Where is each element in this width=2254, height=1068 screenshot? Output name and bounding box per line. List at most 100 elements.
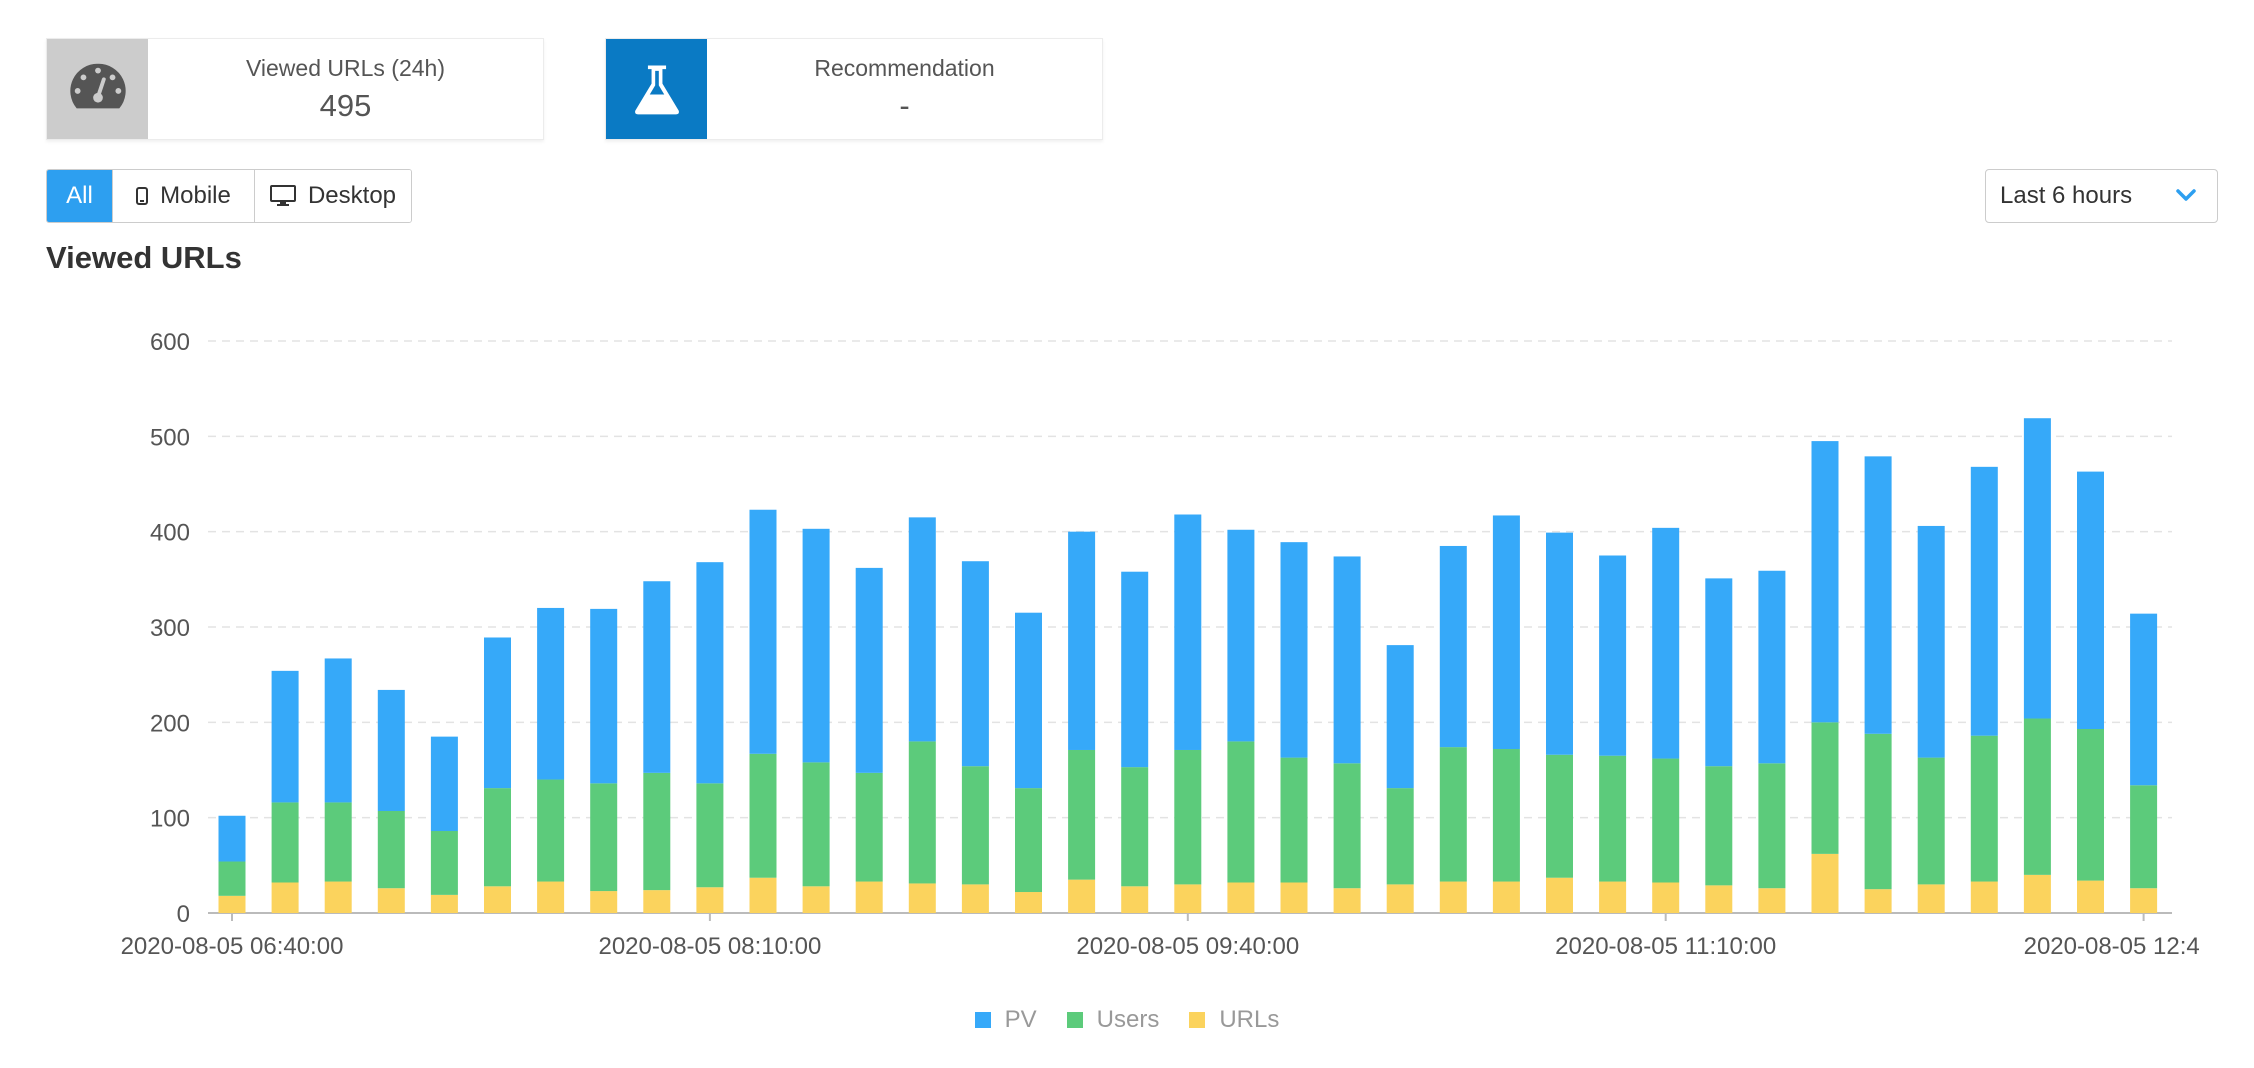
bar-pv (2077, 471, 2104, 730)
mobile-icon (136, 187, 149, 205)
bar-users (1705, 766, 1733, 886)
section-title: Viewed URLs (46, 240, 242, 275)
filter-mobile-button[interactable]: Mobile (112, 170, 254, 222)
bar-urls (271, 882, 299, 913)
legend-item-pv[interactable]: PV (974, 1006, 1037, 1034)
bar-users (1811, 722, 1839, 854)
bar-urls (1758, 888, 1786, 913)
bar-urls (2023, 874, 2051, 913)
bar-pv (1970, 466, 1998, 736)
bar-users (484, 788, 511, 887)
card-value: 495 (319, 87, 372, 123)
bar-users (696, 783, 724, 888)
bar-urls (855, 881, 883, 913)
bar-urls (1121, 886, 1149, 913)
bar-urls (1917, 884, 1945, 913)
bar-users (537, 779, 565, 882)
legend-label: PV (1004, 1006, 1037, 1033)
bar-pv (324, 658, 352, 803)
bar-users (2077, 729, 2104, 881)
bar-pv (749, 509, 777, 754)
y-tick-label: 600 (150, 329, 190, 356)
bar-urls (696, 887, 724, 913)
bar-pv (430, 736, 458, 832)
legend-item-users[interactable]: Users (1066, 1006, 1160, 1034)
bar-users (1174, 749, 1202, 885)
bar-pv (1280, 542, 1308, 758)
x-tick-label: 2020-08-05 09:40:00 (1076, 933, 1299, 960)
desktop-icon (269, 185, 296, 206)
bar-users (218, 861, 246, 896)
device-filter: All Mobile Desktop (46, 169, 412, 223)
bar-users (590, 783, 618, 892)
y-tick-label: 0 (177, 901, 190, 928)
bar-urls (1174, 884, 1202, 913)
bar-urls (1970, 881, 1998, 913)
bar-urls (643, 890, 671, 913)
bar-users (2130, 785, 2158, 889)
legend-label: Users (1096, 1006, 1160, 1033)
bar-users (961, 766, 989, 885)
time-range-value: Last 6 hours (2000, 182, 2133, 209)
bar-pv (1758, 570, 1786, 764)
bar-pv (1599, 555, 1627, 756)
bar-users (1917, 757, 1945, 885)
card-title: Viewed URLs (24h) (245, 54, 445, 81)
bar-users (802, 762, 830, 887)
bar-users (1492, 749, 1520, 882)
bar-pv (1174, 514, 1202, 750)
viewed-urls-card: Viewed URLs (24h) 495 (46, 38, 544, 140)
bar-urls (1280, 882, 1308, 913)
bar-users (1068, 749, 1096, 880)
bar-pv (1864, 456, 1892, 734)
bar-users (1121, 767, 1149, 887)
bar-urls (2130, 888, 2158, 913)
bar-pv (484, 637, 511, 789)
bar-urls (961, 884, 989, 913)
bar-users (1758, 763, 1786, 889)
card-body: Recommendation - (707, 39, 1102, 139)
bar-pv (1386, 645, 1414, 789)
bar-users (1864, 733, 1892, 890)
bar-urls (1864, 889, 1892, 913)
legend-item-urls[interactable]: URLs (1189, 1006, 1279, 1034)
speedometer-icon (69, 63, 126, 109)
bar-users (1439, 747, 1467, 882)
x-tick-label: 2020-08-05 06:40:00 (121, 933, 344, 960)
bar-users (855, 772, 883, 882)
bar-users (377, 810, 405, 889)
filter-desktop-button[interactable]: Desktop (254, 170, 411, 222)
bar-users (1333, 763, 1361, 889)
time-range-select[interactable]: Last 6 hours (1985, 169, 2218, 223)
bar-users (1280, 757, 1308, 883)
bar-users (1015, 788, 1042, 893)
bar-pv (908, 517, 936, 742)
bar-users (2023, 718, 2051, 875)
bar-urls (1652, 882, 1680, 913)
bar-urls (484, 886, 511, 913)
bar-pv (377, 689, 405, 811)
bar-pv (1917, 525, 1945, 758)
bar-users (1386, 788, 1414, 885)
bar-pv (1811, 441, 1839, 723)
filter-desktop-label: Desktop (307, 182, 397, 209)
bar-pv (643, 581, 671, 773)
legend-swatch (1189, 1012, 1206, 1028)
y-tick-label: 100 (150, 806, 190, 833)
bar-urls (1227, 882, 1255, 913)
filter-all-button[interactable]: All (47, 170, 112, 222)
flask-icon (634, 65, 679, 115)
legend-label: URLs (1219, 1006, 1280, 1033)
bar-urls (430, 894, 458, 913)
bar-urls (590, 891, 618, 913)
bar-pv (1492, 515, 1520, 750)
bar-urls (377, 888, 405, 913)
bar-urls (1068, 879, 1096, 913)
filter-mobile-label: Mobile (160, 182, 231, 209)
bar-pv (1439, 545, 1467, 748)
y-tick-label: 500 (150, 424, 190, 451)
viewed-urls-chart: 0 100 200 300 400 500 600 2020-08-05 06:40:00 20… (121, 329, 2200, 960)
y-tick-label: 300 (150, 615, 190, 642)
bar-users (1970, 735, 1998, 882)
